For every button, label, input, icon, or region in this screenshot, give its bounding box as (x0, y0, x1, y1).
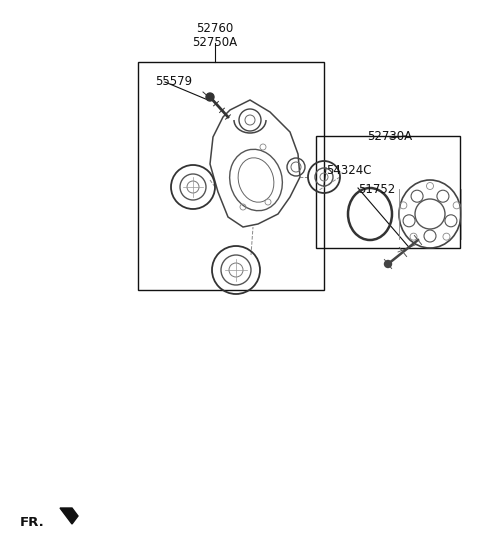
Polygon shape (60, 508, 78, 524)
Text: 54324C: 54324C (326, 164, 372, 177)
Bar (138, 62, 324, 290)
Circle shape (206, 93, 214, 101)
Text: 52750A: 52750A (192, 36, 238, 49)
Circle shape (384, 260, 392, 268)
Text: FR.: FR. (20, 516, 45, 529)
Text: 52760: 52760 (196, 22, 234, 35)
Text: 52730A: 52730A (367, 130, 413, 143)
Text: 55579: 55579 (155, 75, 192, 88)
Bar (316, 136, 460, 248)
Text: 51752: 51752 (358, 183, 395, 196)
